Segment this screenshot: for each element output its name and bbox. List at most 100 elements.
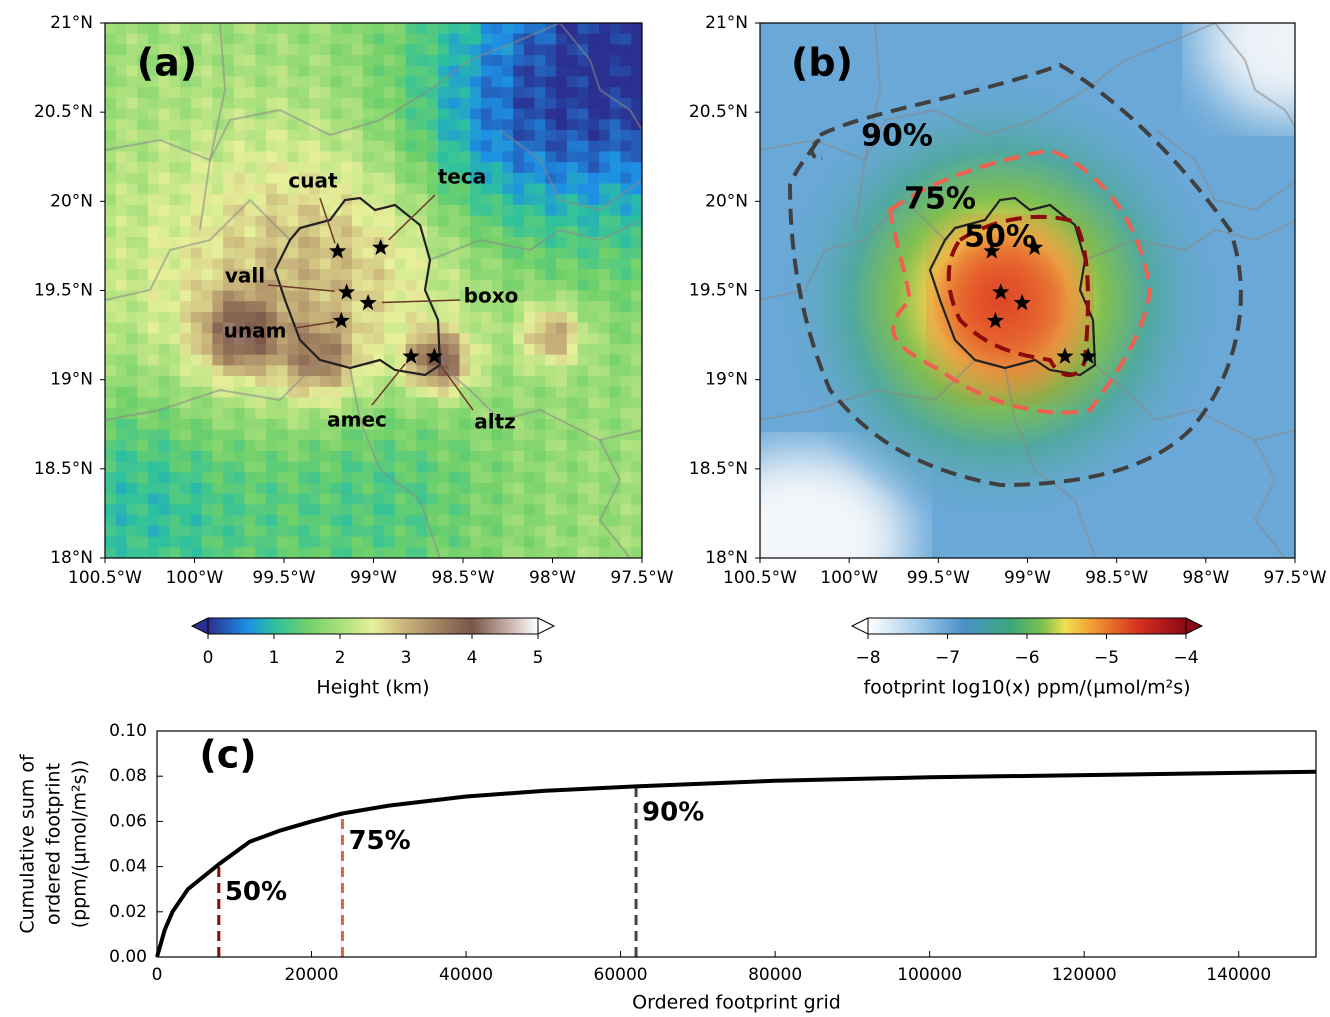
- terrain-cell: [244, 237, 256, 249]
- terrain-cell: [513, 140, 525, 152]
- terrain-cell: [556, 322, 568, 334]
- terrain-cell: [556, 55, 568, 67]
- terrain-cell: [556, 65, 568, 78]
- terrain-cell: [309, 376, 321, 388]
- terrain-cell: [566, 97, 579, 110]
- terrain-cell: [319, 279, 332, 292]
- terrain-cell: [588, 440, 600, 452]
- terrain-cell: [437, 451, 450, 463]
- terrain-cell: [147, 429, 160, 441]
- terrain-cell: [448, 483, 461, 495]
- terrain-cell: [427, 451, 439, 463]
- terrain-cell: [126, 515, 138, 527]
- terrain-cell: [137, 151, 149, 163]
- terrain-cell: [223, 183, 235, 195]
- terrain-cell: [620, 504, 632, 516]
- terrain-cell: [115, 23, 128, 35]
- terrain-cell: [180, 215, 192, 227]
- terrain-cell: [287, 354, 299, 366]
- terrain-cell: [513, 408, 525, 420]
- terrain-cell: [276, 451, 289, 463]
- terrain-cell: [255, 140, 267, 152]
- terrain-cell: [599, 194, 611, 206]
- terrain-cell: [631, 344, 642, 356]
- terrain-cell: [566, 504, 579, 516]
- terrain-cell: [362, 76, 375, 88]
- terrain-cell: [545, 76, 557, 88]
- terrain-cell: [513, 76, 525, 88]
- terrain-cell: [115, 172, 128, 185]
- terrain-cell: [416, 354, 428, 366]
- terrain-cell: [405, 515, 418, 527]
- terrain-cell: [470, 333, 482, 345]
- terrain-cell: [470, 301, 482, 313]
- terrain-cell: [556, 183, 568, 195]
- terrain-cell: [394, 247, 407, 259]
- terrain-cell: [287, 151, 299, 163]
- terrain-cell: [545, 151, 557, 163]
- terrain-cell: [201, 451, 213, 463]
- terrain-cell: [126, 151, 138, 163]
- terrain-cell: [609, 55, 622, 67]
- terrain-cell: [298, 515, 310, 527]
- terrain-cell: [373, 376, 385, 388]
- terrain-cell: [491, 397, 503, 409]
- terrain-cell: [223, 140, 235, 152]
- terrain-cell: [287, 376, 299, 388]
- terrain-cell: [394, 55, 407, 67]
- terrain-cell: [201, 44, 213, 56]
- terrain-cell: [384, 515, 396, 527]
- terrain-cell: [115, 344, 128, 356]
- terrain-cell: [147, 279, 160, 292]
- terrain-cell: [437, 472, 450, 484]
- terrain-cell: [405, 536, 418, 548]
- site-star: [329, 242, 347, 259]
- terrain-cell: [105, 215, 117, 227]
- terrain-cell: [233, 258, 246, 270]
- terrain-cell: [523, 344, 536, 356]
- terrain-cell: [373, 258, 385, 270]
- x-tick-label: 99°W: [1004, 568, 1051, 588]
- terrain-cell: [599, 418, 611, 431]
- terrain-cell: [373, 365, 385, 377]
- terrain-cell: [491, 33, 503, 45]
- terrain-cell: [480, 461, 493, 473]
- terrain-cell: [566, 258, 579, 270]
- terrain-cell: [534, 365, 546, 377]
- terrain-cell: [416, 258, 428, 270]
- terrain-cell: [158, 525, 171, 538]
- terrain-cell: [394, 322, 407, 334]
- terrain-cell: [480, 226, 493, 238]
- terrain-cell: [137, 493, 149, 506]
- terrain-cell: [319, 65, 332, 78]
- terrain-cell: [266, 76, 278, 88]
- terrain-cell: [352, 344, 364, 356]
- terrain-cell: [480, 536, 493, 548]
- terrain-cell: [427, 140, 439, 152]
- terrain-cell: [480, 322, 493, 334]
- terrain-cell: [223, 55, 235, 67]
- terrain-cell: [169, 397, 181, 409]
- terrain-cell: [599, 472, 611, 484]
- terrain-cell: [448, 97, 461, 110]
- terrain-cell: [126, 451, 138, 463]
- terrain-cell: [255, 269, 267, 281]
- terrain-cell: [105, 483, 117, 495]
- terrain-cell: [158, 515, 171, 527]
- terrain-cell: [147, 344, 160, 356]
- terrain-cell: [115, 108, 128, 120]
- terrain-cell: [599, 183, 611, 195]
- terrain-cell: [212, 311, 224, 324]
- terrain-cell: [115, 333, 128, 345]
- terrain-cell: [266, 33, 278, 45]
- terrain-cell: [330, 258, 342, 270]
- terrain-cell: [448, 344, 461, 356]
- terrain-cell: [577, 237, 589, 249]
- terrain-cell: [448, 386, 461, 399]
- terrain-cell: [298, 483, 310, 495]
- terrain-cell: [394, 418, 407, 431]
- terrain-cell: [105, 333, 117, 345]
- terrain-cell: [437, 204, 450, 217]
- terrain-cell: [577, 33, 589, 45]
- y-axis-label: (ppm/(µmol/m²s)): [69, 760, 91, 929]
